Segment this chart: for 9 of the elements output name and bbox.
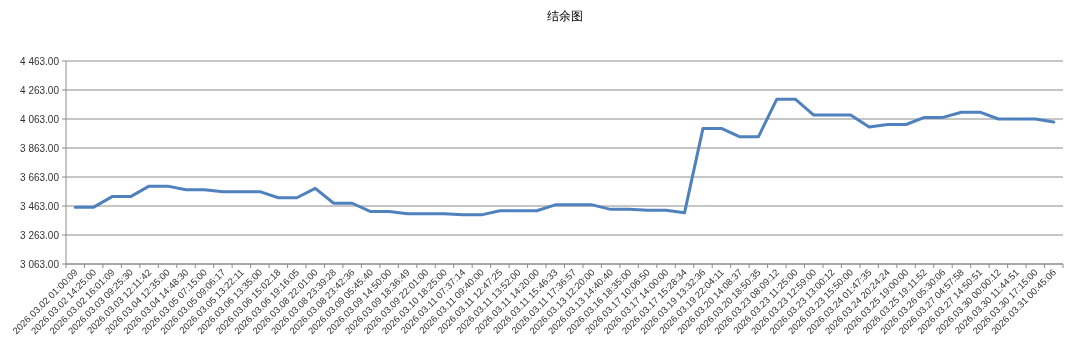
y-tick-label: 4 063.00 xyxy=(20,113,60,125)
y-tick-label: 3 863.00 xyxy=(20,142,60,154)
y-tick-label: 4 263.00 xyxy=(20,84,60,96)
y-tick-label: 3 463.00 xyxy=(20,200,60,212)
y-tick-label: 4 463.00 xyxy=(20,55,60,67)
y-tick-label: 3 263.00 xyxy=(20,229,60,241)
title: 结余图 xyxy=(546,9,583,23)
y-tick-label: 3 663.00 xyxy=(20,171,60,183)
y-tick-label: 3 063.00 xyxy=(20,258,60,270)
